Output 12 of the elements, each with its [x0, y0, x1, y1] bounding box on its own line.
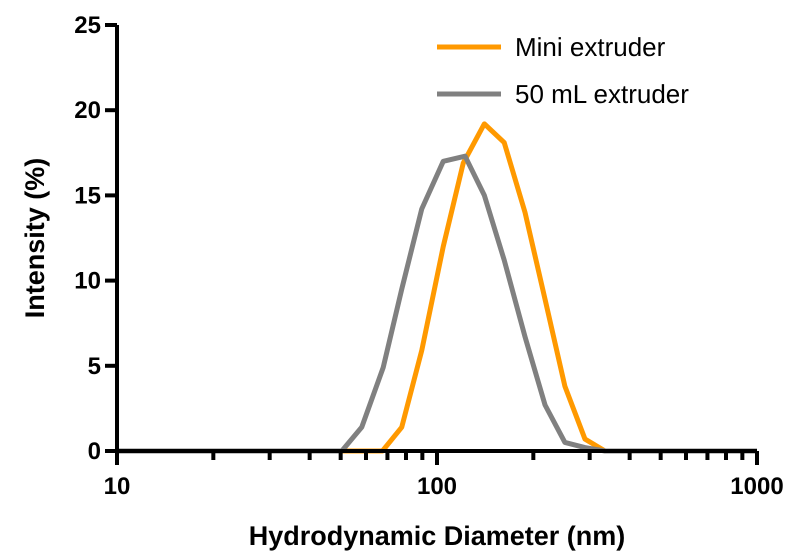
y-tick-label: 25 [74, 12, 101, 39]
y-tick-label: 15 [74, 182, 101, 210]
x-tick-label: 1000 [730, 473, 784, 500]
legend-label: Mini extruder [515, 32, 666, 62]
x-axis-title: Hydrodynamic Diameter (nm) [248, 521, 626, 551]
y-tick-label: 10 [74, 268, 101, 295]
y-tick-label: 5 [88, 352, 101, 380]
y-tick-label: 0 [88, 438, 101, 465]
y-axis-title: Intensity (%) [20, 158, 50, 318]
x-tick-label: 100 [416, 473, 458, 500]
legend-label: 50 mL extruder [515, 79, 690, 109]
y-tick-label: 20 [74, 97, 101, 124]
